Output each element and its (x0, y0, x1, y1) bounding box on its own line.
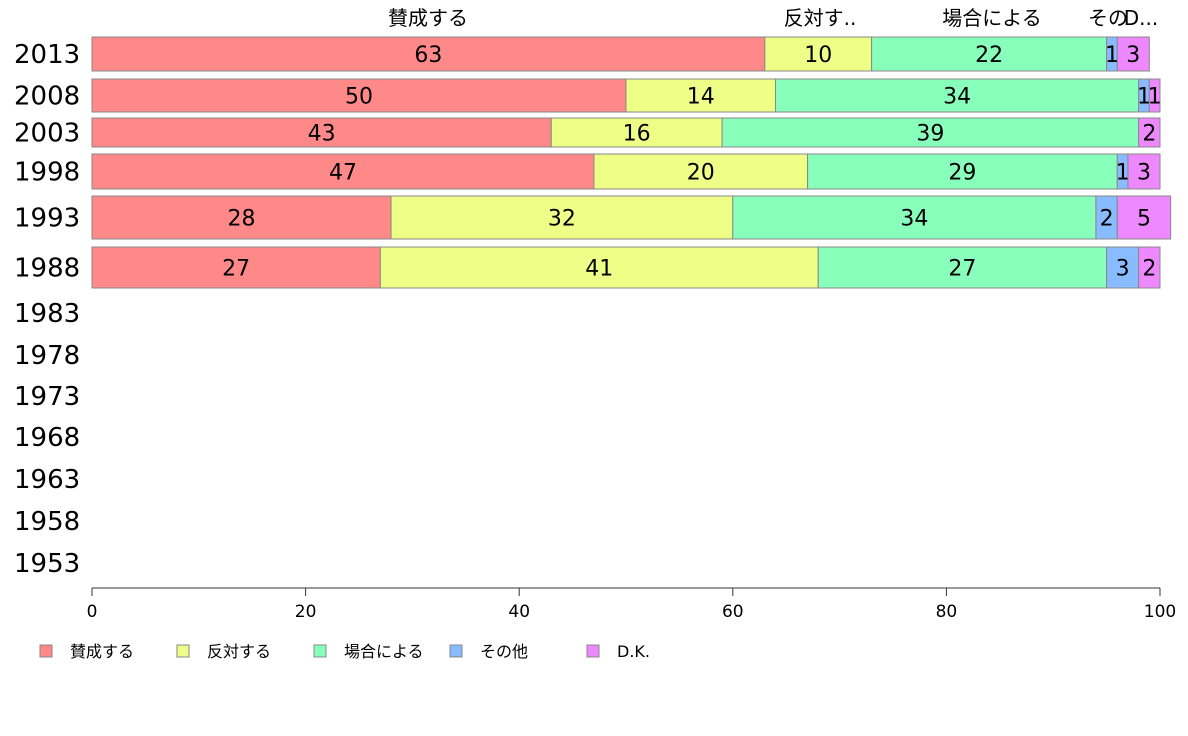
top-series-label: 場合による (942, 6, 1041, 30)
x-tick-label: 60 (722, 602, 744, 622)
category-label: 2013 (14, 40, 80, 70)
bar-value-label: 47 (329, 161, 357, 186)
bar-value-label: 1 (1148, 85, 1162, 110)
category-label: 1988 (14, 254, 80, 284)
bar-segment (625, 78, 777, 113)
bar-value-label: 1 (1105, 43, 1119, 68)
bar-value-label: 22 (975, 43, 1003, 68)
category-labels: 2013 2008 2003 1998 1993 1988 1983 1978 1973 1968… (14, 40, 80, 579)
bar-segment (550, 117, 723, 148)
bar-value-label: 39 (916, 122, 944, 147)
bar-value-label: 34 (900, 207, 928, 232)
category-label: 1998 (14, 158, 80, 188)
top-series-label: D... (1124, 6, 1158, 30)
legend-item: 場合による (313, 642, 424, 661)
bar-segment (91, 36, 766, 72)
legend-item: その他 (449, 642, 528, 661)
category-label: 1983 (14, 299, 80, 329)
bar-segment (871, 36, 1108, 72)
bar-value-label: 32 (548, 207, 576, 232)
legend-label: 賛成する (70, 642, 134, 661)
bar-value-label: 10 (804, 43, 832, 68)
legend-swatch (449, 644, 463, 658)
bar-value-label: 27 (222, 257, 250, 282)
category-label: 1993 (14, 204, 80, 234)
top-series-labels: 賛成する 反対す.. 場合による そのD... (388, 6, 1158, 30)
bar-segment (1138, 246, 1161, 289)
bar-value-label: 34 (943, 85, 971, 110)
bar-segment (91, 153, 595, 190)
bar-value-label: 2 (1100, 207, 1114, 232)
bar-value-label: 14 (687, 85, 715, 110)
x-tick-label: 100 (1144, 602, 1176, 622)
bar-value-label: 1 (1137, 85, 1151, 110)
bar-segment (1148, 78, 1161, 113)
legend-label: D.K. (617, 642, 650, 661)
legend-swatch (39, 644, 53, 658)
bar-segment (817, 246, 1108, 289)
bar-value-label: 28 (228, 207, 256, 232)
category-label: 1963 (14, 465, 80, 495)
legend-label: その他 (480, 642, 528, 661)
bar-value-label: 29 (948, 161, 976, 186)
top-series-label: その (1088, 6, 1128, 30)
legend-item: 賛成する (39, 642, 134, 661)
bar-segment (1116, 195, 1172, 240)
bar-segment (721, 117, 1140, 148)
top-series-label: 反対す.. (784, 6, 857, 30)
legend-item: 反対する (176, 642, 271, 661)
legend-swatch (176, 644, 190, 658)
x-tick-label: 80 (936, 602, 958, 622)
bar-segment (91, 246, 381, 289)
top-series-label: 賛成する (388, 6, 468, 30)
bar-value-label: 20 (687, 161, 715, 186)
category-label: 1978 (14, 341, 80, 371)
bar-segment (1116, 36, 1150, 72)
legend: 賛成する 反対する 場合による その他 D.K. (39, 642, 650, 661)
category-label: 1953 (14, 549, 80, 579)
bar-segment (593, 153, 809, 190)
x-tick-label: 0 (87, 602, 98, 622)
category-label: 1968 (14, 423, 80, 453)
bar-value-label: 2 (1142, 257, 1156, 282)
legend-label: 場合による (344, 642, 424, 661)
bar-value-label: 3 (1116, 257, 1130, 282)
category-label: 1958 (14, 507, 80, 537)
legend-swatch (586, 644, 600, 658)
bar-segment (775, 78, 1140, 113)
category-label: 2008 (14, 82, 80, 112)
legend-swatch (313, 644, 327, 658)
category-label: 2003 (14, 119, 80, 149)
bar-value-label: 41 (585, 257, 613, 282)
bar-segment (764, 36, 873, 72)
bar-segment (390, 195, 734, 240)
bar-segment (379, 246, 819, 289)
bar-value-label: 43 (308, 122, 336, 147)
bar-value-label: 27 (948, 257, 976, 282)
x-axis: 0 20 40 60 80 100 (87, 587, 1176, 622)
bar-value-label: 3 (1137, 161, 1151, 186)
x-tick-label: 20 (295, 602, 317, 622)
legend-label: 反対する (207, 642, 271, 661)
bar-value-label: 63 (414, 43, 442, 68)
legend-item: D.K. (586, 642, 650, 661)
bar-value-label: 1 (1116, 161, 1130, 186)
bar-segment (1127, 153, 1161, 190)
bar-segment (91, 117, 552, 148)
bar-value-label: 2 (1142, 122, 1156, 147)
bar-segment (807, 153, 1118, 190)
bar-segment (91, 78, 627, 113)
bar-segment (1106, 246, 1140, 289)
bar-value-label: 3 (1126, 43, 1140, 68)
bar-value-label: 50 (345, 85, 373, 110)
bar-segment (91, 195, 392, 240)
bar-value-label: 5 (1137, 207, 1151, 232)
bar-segment (1138, 117, 1161, 148)
bar-value-label: 16 (623, 122, 651, 147)
category-label: 1973 (14, 382, 80, 412)
x-tick-label: 40 (508, 602, 530, 622)
